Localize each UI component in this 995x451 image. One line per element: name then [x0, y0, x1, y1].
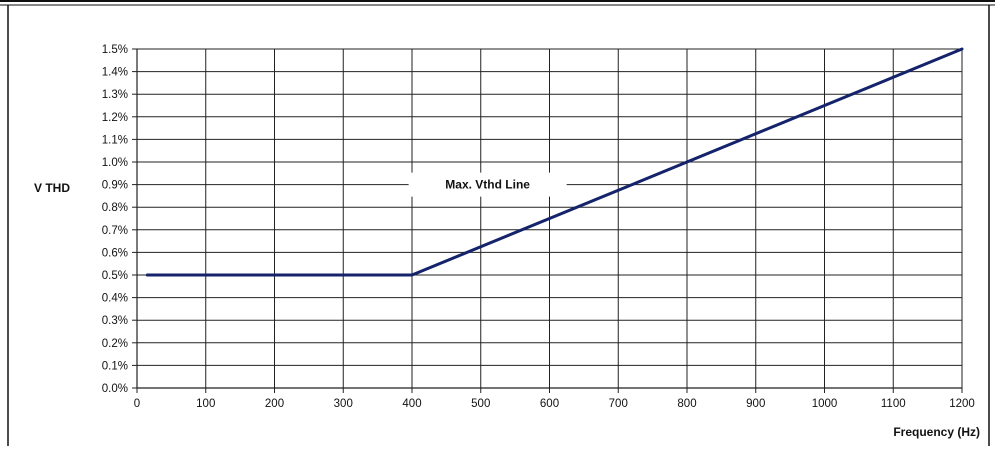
y-tick-label: 0.9%: [102, 180, 128, 192]
annotation-label: Max. Vthd Line: [445, 178, 530, 192]
x-tick-label: 1100: [881, 398, 906, 410]
x-tick-label: 600: [540, 398, 559, 410]
x-tick-label: 200: [265, 398, 284, 410]
y-tick-label: 0.2%: [102, 338, 128, 350]
x-tick-label: 500: [471, 398, 490, 410]
y-tick-label: 1.4%: [102, 67, 128, 79]
y-tick-label: 0.7%: [102, 225, 128, 237]
series: [145, 47, 964, 277]
y-tick-label: 1.2%: [102, 112, 128, 124]
y-tick-label: 0.4%: [102, 293, 128, 305]
y-tick-label: 1.0%: [102, 157, 128, 169]
x-tick-label: 900: [746, 398, 765, 410]
y-tick-label: 0.5%: [102, 270, 128, 282]
x-tick-label: 1000: [812, 398, 838, 410]
annotations: Max. Vthd Line: [408, 172, 567, 197]
y-tick-label: 0.1%: [102, 360, 128, 372]
x-tick-label: 1200: [949, 398, 975, 410]
x-tick-label: 400: [402, 398, 421, 410]
x-tick-label: 300: [334, 398, 353, 410]
x-tick-label: 800: [677, 398, 696, 410]
max-vthd-line: [145, 47, 964, 277]
y-tick-label: 1.1%: [102, 134, 128, 146]
axes: [132, 48, 963, 393]
x-tick-label: 700: [609, 398, 628, 410]
x-tick-label: 100: [196, 398, 215, 410]
y-tick-label: 0.0%: [102, 383, 128, 395]
tick-labels: 0.0% 0.1% 0.2% 0.3% 0.4% 0.5% 0.6% 0.7% 0.8% 0.9%…: [102, 44, 975, 410]
y-tick-label: 0.8%: [102, 202, 128, 214]
x-axis-title: Frequency (Hz): [893, 425, 980, 439]
annotation-box: [408, 172, 567, 197]
y-tick-label: 0.3%: [102, 315, 128, 327]
y-tick-label: 1.3%: [102, 89, 128, 101]
y-axis-title: V THD: [34, 181, 70, 195]
y-tick-label: 0.6%: [102, 247, 128, 259]
x-tick-label: 0: [134, 398, 140, 410]
y-tick-label: 1.5%: [102, 44, 128, 56]
